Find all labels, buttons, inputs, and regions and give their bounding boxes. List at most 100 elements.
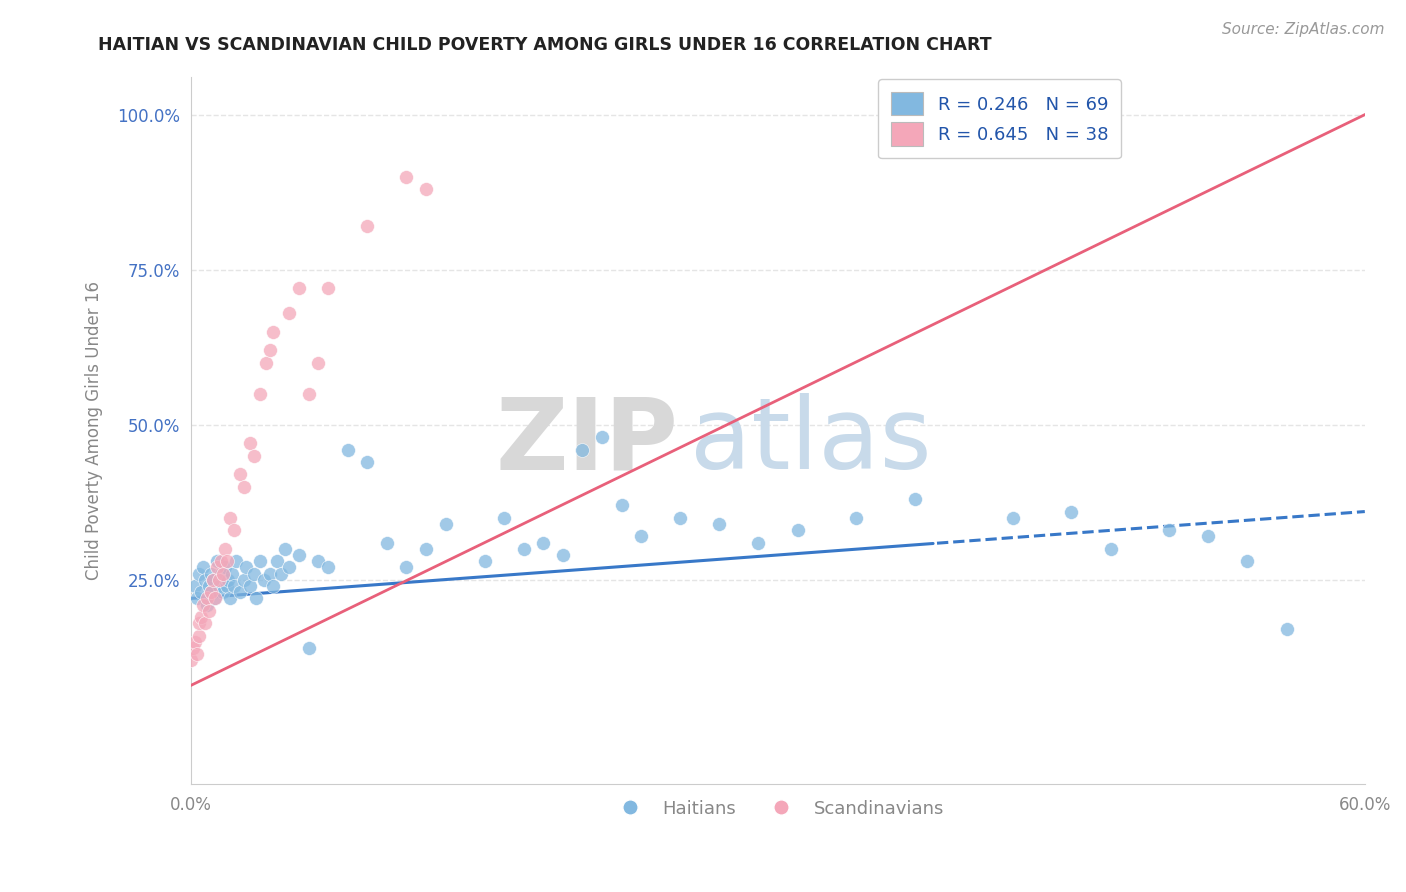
Point	[190, 585, 212, 599]
Point	[204, 591, 226, 606]
Point	[395, 169, 418, 184]
Point	[270, 566, 292, 581]
Point	[669, 510, 692, 524]
Point	[221, 566, 243, 581]
Point	[233, 480, 256, 494]
Point	[1275, 623, 1298, 637]
Point	[845, 510, 868, 524]
Point	[204, 591, 226, 606]
Point	[298, 386, 321, 401]
Point	[245, 591, 267, 606]
Point	[630, 529, 652, 543]
Point	[190, 610, 212, 624]
Point	[434, 516, 457, 531]
Point	[494, 510, 516, 524]
Point	[262, 579, 284, 593]
Point	[336, 442, 359, 457]
Point	[198, 579, 221, 593]
Point	[259, 343, 281, 358]
Point	[201, 573, 224, 587]
Point	[266, 554, 288, 568]
Point	[200, 566, 222, 581]
Point	[375, 535, 398, 549]
Point	[298, 640, 321, 655]
Point	[229, 467, 252, 482]
Point	[194, 616, 217, 631]
Point	[181, 640, 204, 655]
Point	[531, 535, 554, 549]
Point	[217, 573, 239, 587]
Text: ZIP: ZIP	[495, 393, 678, 490]
Point	[188, 616, 211, 631]
Point	[513, 541, 536, 556]
Point	[610, 499, 633, 513]
Point	[288, 548, 311, 562]
Point	[191, 560, 214, 574]
Text: atlas: atlas	[690, 393, 932, 490]
Point	[1236, 554, 1258, 568]
Point	[215, 579, 238, 593]
Point	[214, 541, 236, 556]
Point	[215, 554, 238, 568]
Point	[184, 579, 207, 593]
Point	[195, 591, 218, 606]
Point	[205, 554, 228, 568]
Point	[211, 585, 233, 599]
Point	[253, 573, 276, 587]
Point	[415, 541, 437, 556]
Point	[235, 560, 257, 574]
Point	[233, 573, 256, 587]
Point	[239, 436, 262, 450]
Point	[316, 560, 339, 574]
Point	[262, 325, 284, 339]
Point	[249, 386, 271, 401]
Point	[249, 554, 271, 568]
Point	[571, 442, 593, 457]
Point	[274, 541, 297, 556]
Point	[709, 516, 731, 531]
Point	[243, 449, 266, 463]
Point	[205, 560, 228, 574]
Y-axis label: Child Poverty Among Girls Under 16: Child Poverty Among Girls Under 16	[86, 282, 103, 581]
Point	[194, 573, 217, 587]
Point	[224, 579, 246, 593]
Point	[1060, 504, 1083, 518]
Point	[186, 647, 208, 661]
Point	[200, 585, 222, 599]
Point	[1197, 529, 1219, 543]
Point	[307, 554, 329, 568]
Point	[184, 634, 207, 648]
Point	[356, 219, 378, 234]
Point	[254, 356, 277, 370]
Point	[225, 554, 247, 568]
Point	[195, 598, 218, 612]
Point	[186, 591, 208, 606]
Point	[1099, 541, 1122, 556]
Point	[591, 430, 613, 444]
Point	[415, 182, 437, 196]
Legend: Haitians, Scandinavians: Haitians, Scandinavians	[605, 792, 952, 825]
Point	[474, 554, 496, 568]
Point	[219, 510, 242, 524]
Point	[551, 548, 574, 562]
Point	[214, 560, 236, 574]
Point	[288, 281, 311, 295]
Point	[278, 560, 301, 574]
Point	[188, 566, 211, 581]
Point	[243, 566, 266, 581]
Point	[219, 591, 242, 606]
Point	[198, 604, 221, 618]
Point	[1159, 523, 1181, 537]
Point	[224, 523, 246, 537]
Point	[191, 598, 214, 612]
Point	[356, 455, 378, 469]
Point	[239, 579, 262, 593]
Point	[188, 629, 211, 643]
Point	[200, 585, 222, 599]
Point	[1001, 510, 1024, 524]
Point	[747, 535, 769, 549]
Point	[904, 492, 927, 507]
Point	[211, 566, 233, 581]
Point	[180, 653, 202, 667]
Text: Source: ZipAtlas.com: Source: ZipAtlas.com	[1222, 22, 1385, 37]
